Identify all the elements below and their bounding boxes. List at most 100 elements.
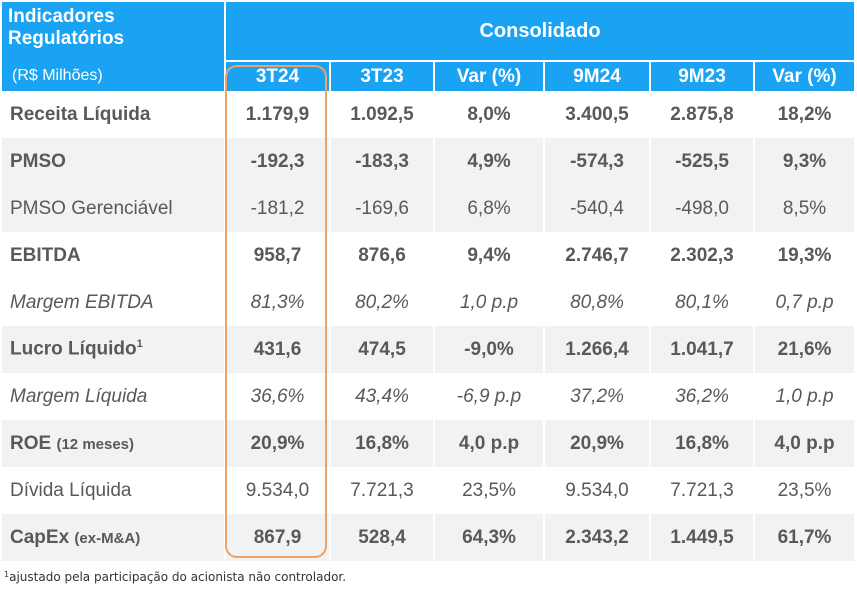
table-cell: -9,0% [433,326,543,373]
table-cell: 80,2% [329,279,433,326]
table-cell: 1.179,9 [224,91,329,138]
table-cell: 7.721,3 [329,467,433,514]
table-cell: 1.449,5 [649,514,753,561]
table-cell: -192,3 [224,138,329,185]
table-cell: 81,3% [224,279,329,326]
table-cell: -6,9 p.p [433,373,543,420]
table-cell: 4,0 p.p [433,420,543,467]
title-line-1: Indicadores [8,6,115,27]
table-cell: 21,6% [753,326,855,373]
table-cell: 36,2% [649,373,753,420]
table-cell: 80,8% [543,279,649,326]
row-label-text: Lucro Líquido [10,338,137,360]
table-cell: 3.400,5 [543,91,649,138]
table-cell: 876,6 [329,232,433,279]
footnote-marker: 1 [136,338,143,351]
table-cell: 23,5% [433,467,543,514]
table-cell: 20,9% [224,420,329,467]
table-cell: 1.092,5 [329,91,433,138]
title-line-2: Regulatórios [8,28,125,49]
table-cell: 431,6 [224,326,329,373]
table-cell: 4,0 p.p [753,420,855,467]
row-label: ROE (12 meses) [2,420,224,467]
table-row: CapEx (ex-M&A) 867,9 528,4 64,3% 2.343,2… [2,514,855,561]
table-cell: -540,4 [543,185,649,232]
table-cell: 528,4 [329,514,433,561]
table-cell: 6,8% [433,185,543,232]
row-label: PMSO [2,138,224,185]
table-cell: 7.721,3 [649,467,753,514]
table-cell: 8,0% [433,91,543,138]
table-cell: 1,0 p.p [433,279,543,326]
table-row: Margem EBITDA 81,3% 80,2% 1,0 p.p 80,8% … [2,279,854,326]
table-cell: 20,9% [543,420,649,467]
table-cell: 1.266,4 [543,326,649,373]
row-label-text: ROE [10,432,52,454]
column-header: 3T24 [224,60,329,91]
table-cell: -498,0 [649,185,753,232]
footnote-text: ajustado pela participação do acionista … [9,570,347,584]
table-cell: 16,8% [329,420,433,467]
table-row: Lucro Líquido1 431,6 474,5 -9,0% 1.266,4… [2,326,855,373]
table-cell: 1.041,7 [649,326,753,373]
table-cell: -574,3 [543,138,649,185]
table-cell: 958,7 [224,232,329,279]
table-cell: 2.746,7 [543,232,649,279]
table-cell: 43,4% [329,373,433,420]
table-cell: 9.534,0 [224,467,329,514]
table-cell: 61,7% [753,514,855,561]
row-label: Margem EBITDA [10,291,154,313]
table-cell: -183,3 [329,138,433,185]
table-cell: 80,1% [649,279,753,326]
table-cell: 474,5 [329,326,433,373]
column-header: 9M23 [649,60,753,91]
row-label: Margem Líquida [10,385,148,407]
table-cell: 23,5% [753,467,854,514]
table-cell: 9,3% [753,138,855,185]
row-label: CapEx (ex-M&A) [2,514,224,561]
row-label: EBITDA [10,244,81,266]
table-cell: -525,5 [649,138,753,185]
footnote: 1ajustado pela participação do acionista… [4,570,346,584]
table-row: PMSO -192,3 -183,3 4,9% -574,3 -525,5 9,… [2,138,855,185]
table-cell: 16,8% [649,420,753,467]
row-label: Lucro Líquido1 [2,326,224,373]
table-cell: 2.343,2 [543,514,649,561]
row-label: Dívida Líquida [10,479,132,501]
table-cell: 19,3% [753,232,854,279]
table-row: EBITDA 958,7 876,6 9,4% 2.746,7 2.302,3 … [2,232,854,279]
row-label-suffix: (12 meses) [56,435,135,453]
column-header: 9M24 [543,60,649,91]
table-cell: 9.534,0 [543,467,649,514]
row-label-suffix: (ex-M&A) [74,529,141,547]
footnote-marker: 1 [4,570,10,579]
table-cell: 18,2% [753,91,854,138]
table-cell: 4,9% [433,138,543,185]
indicators-table: Indicadores Regulatórios Consolidado (R$… [2,2,855,561]
column-header: 3T23 [329,60,433,91]
table-cell: -181,2 [224,185,329,232]
row-label-text: CapEx [10,526,70,548]
table-cell: 2.302,3 [649,232,753,279]
table-cell: 64,3% [433,514,543,561]
table-cell: 8,5% [753,185,855,232]
table-row: Margem Líquida 36,6% 43,4% -6,9 p.p 37,2… [2,373,854,420]
table-row: PMSO Gerenciável -181,2 -169,6 6,8% -540… [2,185,855,232]
column-header: Var (%) [753,60,855,91]
row-label: PMSO Gerenciável [2,185,224,232]
table-cell: -169,6 [329,185,433,232]
table-cell: 1,0 p.p [753,373,854,420]
column-header: Var (%) [433,60,543,91]
table-cell: 9,4% [433,232,543,279]
table-cell: 867,9 [224,514,329,561]
table-cell: 0,7 p.p [753,279,854,326]
table-title: Indicadores Regulatórios [2,2,224,60]
table-row: ROE (12 meses) 20,9% 16,8% 4,0 p.p 20,9%… [2,420,855,467]
table-cell: 2.875,8 [649,91,753,138]
table-row: Dívida Líquida 9.534,0 7.721,3 23,5% 9.5… [2,467,854,514]
table-cell: 36,6% [224,373,329,420]
row-label: Receita Líquida [10,103,151,125]
group-header-consolidado: Consolidado [224,2,855,60]
table-cell: 37,2% [543,373,649,420]
